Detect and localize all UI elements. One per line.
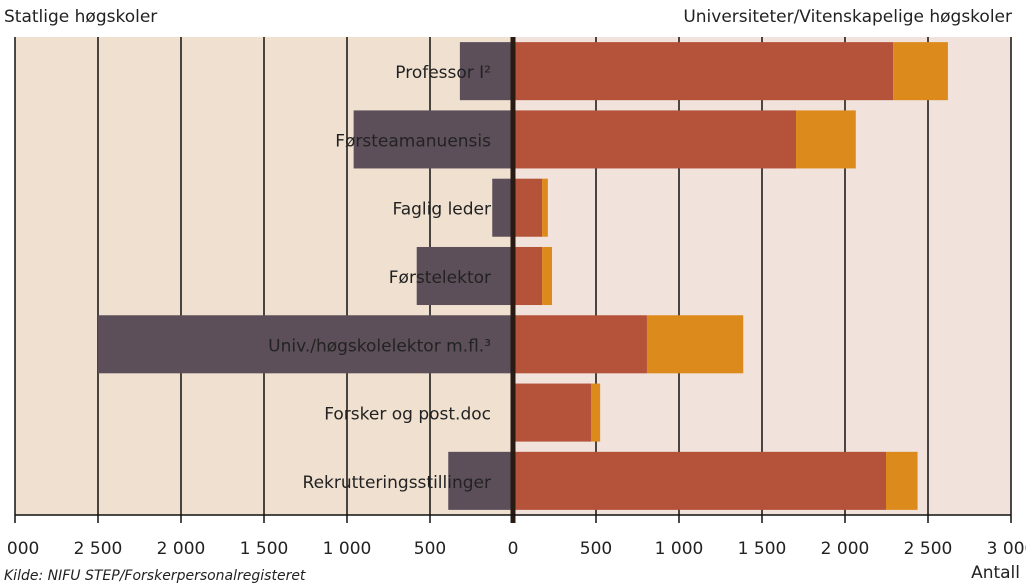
x-tick-label: 1 000 [655, 539, 704, 559]
x-tick-label: 2 500 [904, 539, 953, 559]
category-label: Professor I² [395, 63, 491, 83]
x-tick-label: 1 500 [240, 539, 289, 559]
bar [542, 246, 553, 306]
bar [492, 178, 513, 237]
x-tick-label: 2 000 [821, 539, 870, 559]
left-label: Statlige høgskoler [4, 7, 157, 27]
category-label: Førsteamanuensis [335, 131, 491, 151]
x-axis-label: Antall [971, 563, 1020, 583]
bar [542, 178, 548, 237]
category-label: Univ./høgskolelektor m.fl.³ [268, 336, 491, 356]
bar [513, 451, 887, 510]
bar [513, 42, 894, 101]
right-label: Universiteter/Vitenskapelige høgskoler [683, 7, 1012, 27]
bar [459, 42, 513, 101]
bar [513, 246, 543, 306]
category-label: Rekrutteringsstillinger [303, 473, 491, 493]
category-label: Faglig leder [393, 200, 492, 220]
x-tick-label: 1 000 [323, 539, 372, 559]
bar [513, 383, 592, 442]
bar [513, 315, 647, 374]
x-tick-label: 500 [414, 539, 446, 559]
bar [796, 110, 856, 169]
bar [416, 246, 513, 306]
bar [591, 383, 601, 442]
bar [646, 315, 744, 374]
bar [98, 315, 513, 374]
bar [353, 110, 513, 169]
x-tick-label: 1 500 [738, 539, 787, 559]
bar [513, 110, 797, 169]
x-tick-label: 2 500 [74, 539, 123, 559]
x-tick-label: 2 000 [157, 539, 206, 559]
category-label: Førstelektor [389, 268, 491, 288]
x-tick-label: 3 000 [987, 539, 1026, 559]
bar [886, 451, 918, 510]
x-tick-label: 0 [508, 539, 519, 559]
x-tick-label: 3 000 [0, 539, 39, 559]
x-tick-label: 500 [580, 539, 612, 559]
bar [448, 451, 513, 510]
category-label: Forsker og post.doc [324, 405, 491, 425]
bar [893, 42, 948, 101]
bar [513, 178, 543, 237]
source: Kilde: NIFU STEP/Forskerpersonalregister… [4, 568, 306, 584]
